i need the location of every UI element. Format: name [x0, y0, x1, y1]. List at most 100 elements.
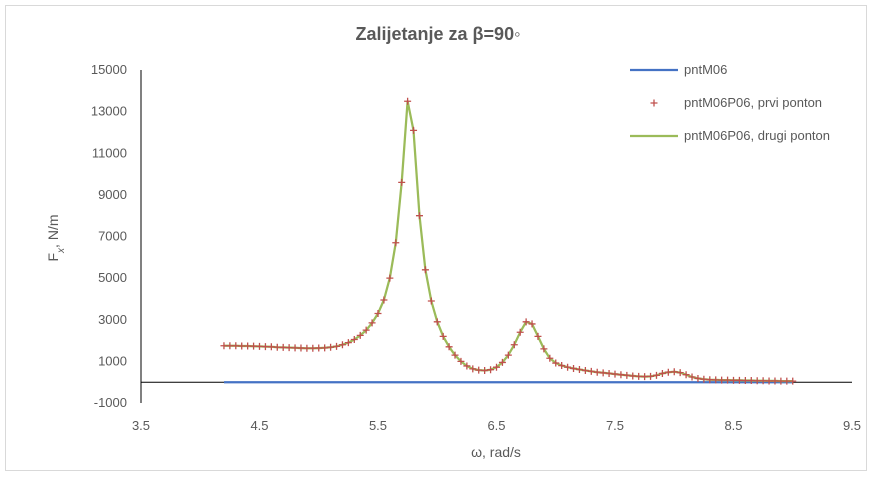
data-point: [718, 376, 726, 384]
y-tick-label: 7000: [98, 229, 127, 244]
data-point: [670, 368, 678, 376]
data-point: [504, 351, 512, 359]
data-point: [747, 377, 755, 385]
data-point: [641, 373, 649, 381]
data-point: [415, 212, 423, 220]
data-point: [587, 367, 595, 375]
x-tick-label: 3.5: [132, 418, 150, 433]
series-layer: [220, 97, 797, 385]
data-point: [700, 375, 708, 383]
data-point: [327, 343, 335, 351]
data-point: [439, 332, 447, 340]
data-point: [783, 377, 791, 385]
y-tick-label: 11000: [92, 145, 127, 160]
data-point: [724, 376, 732, 384]
data-point: [463, 362, 471, 370]
data-point: [469, 365, 477, 373]
data-point: [617, 371, 625, 379]
data-point: [386, 274, 394, 282]
data-point: [433, 318, 441, 326]
x-tick-label: 7.5: [606, 418, 624, 433]
x-tick-label: 5.5: [369, 418, 387, 433]
x-tick-label: 6.5: [487, 418, 505, 433]
data-point: [273, 343, 281, 351]
data-point: [771, 377, 779, 385]
data-point: [498, 358, 506, 366]
data-point: [297, 344, 305, 352]
data-point: [238, 342, 246, 350]
data-point: [735, 376, 743, 384]
legend: pntM06 pntM06P06, prvi ponton pntM06P06, d…: [630, 62, 830, 143]
data-point: [611, 370, 619, 378]
data-point: [374, 310, 382, 318]
data-point: [712, 376, 720, 384]
x-tick-label: 9.5: [843, 418, 861, 433]
data-point: [623, 371, 631, 379]
data-point: [575, 365, 583, 373]
data-point: [457, 357, 465, 365]
data-point: [510, 341, 518, 349]
data-point: [368, 319, 376, 327]
data-point: [741, 377, 749, 385]
data-point: [493, 363, 500, 371]
data-point: [552, 359, 560, 367]
data-point: [392, 239, 400, 247]
data-point: [261, 343, 269, 351]
chart-frame: [5, 5, 867, 471]
y-axis-title-rest: , N/m: [45, 214, 61, 247]
data-point: [315, 344, 323, 352]
y-tick-label: 1000: [98, 353, 127, 368]
data-point: [629, 372, 637, 380]
data-point: [652, 371, 660, 379]
data-point: [682, 371, 690, 379]
data-point: [475, 366, 483, 374]
data-point: [338, 341, 346, 349]
data-point: [410, 126, 418, 134]
data-point: [676, 369, 684, 377]
data-point: [581, 367, 589, 375]
y-axis-title: Fx, N/m: [45, 214, 67, 261]
x-tick-label: 4.5: [250, 418, 268, 433]
data-point: [516, 328, 524, 336]
data-point: [362, 326, 370, 334]
y-axis-ticks: -1000 1000 3000 5000 7000 9000 11000 13000 15000: [91, 62, 127, 410]
y-axis-title-subscript: x: [56, 247, 67, 254]
x-tick-label: 8.5: [724, 418, 742, 433]
data-point: [356, 331, 364, 339]
data-point: [599, 369, 607, 377]
data-point: [593, 368, 601, 376]
data-point: [564, 363, 572, 371]
legend-label: pntM06: [684, 62, 727, 77]
x-axis-title: ω, rad/s: [471, 444, 521, 460]
data-point: [226, 342, 234, 350]
data-point: [244, 342, 252, 350]
data-point: [398, 178, 406, 186]
data-point: [250, 342, 258, 350]
data-point: [759, 377, 767, 385]
data-point: [635, 372, 643, 380]
data-point: [546, 354, 554, 362]
data-point: [220, 342, 228, 350]
data-point: [522, 318, 530, 326]
data-point: [303, 344, 311, 352]
data-point: [658, 369, 666, 377]
y-tick-label: 9000: [98, 187, 127, 202]
data-point: [528, 320, 536, 328]
data-point: [487, 366, 495, 374]
data-point: [267, 343, 275, 351]
data-point: [344, 339, 352, 347]
data-point: [789, 377, 797, 385]
data-point: [321, 344, 329, 352]
data-point: [753, 377, 761, 385]
y-tick-label: 3000: [98, 312, 127, 327]
data-point: [540, 345, 548, 353]
data-point: [777, 377, 785, 385]
data-point: [481, 367, 489, 375]
data-point: [309, 344, 317, 352]
data-point: [706, 376, 714, 384]
data-point: [534, 332, 542, 340]
data-point: [350, 336, 358, 344]
y-tick-label: 15000: [91, 62, 127, 77]
